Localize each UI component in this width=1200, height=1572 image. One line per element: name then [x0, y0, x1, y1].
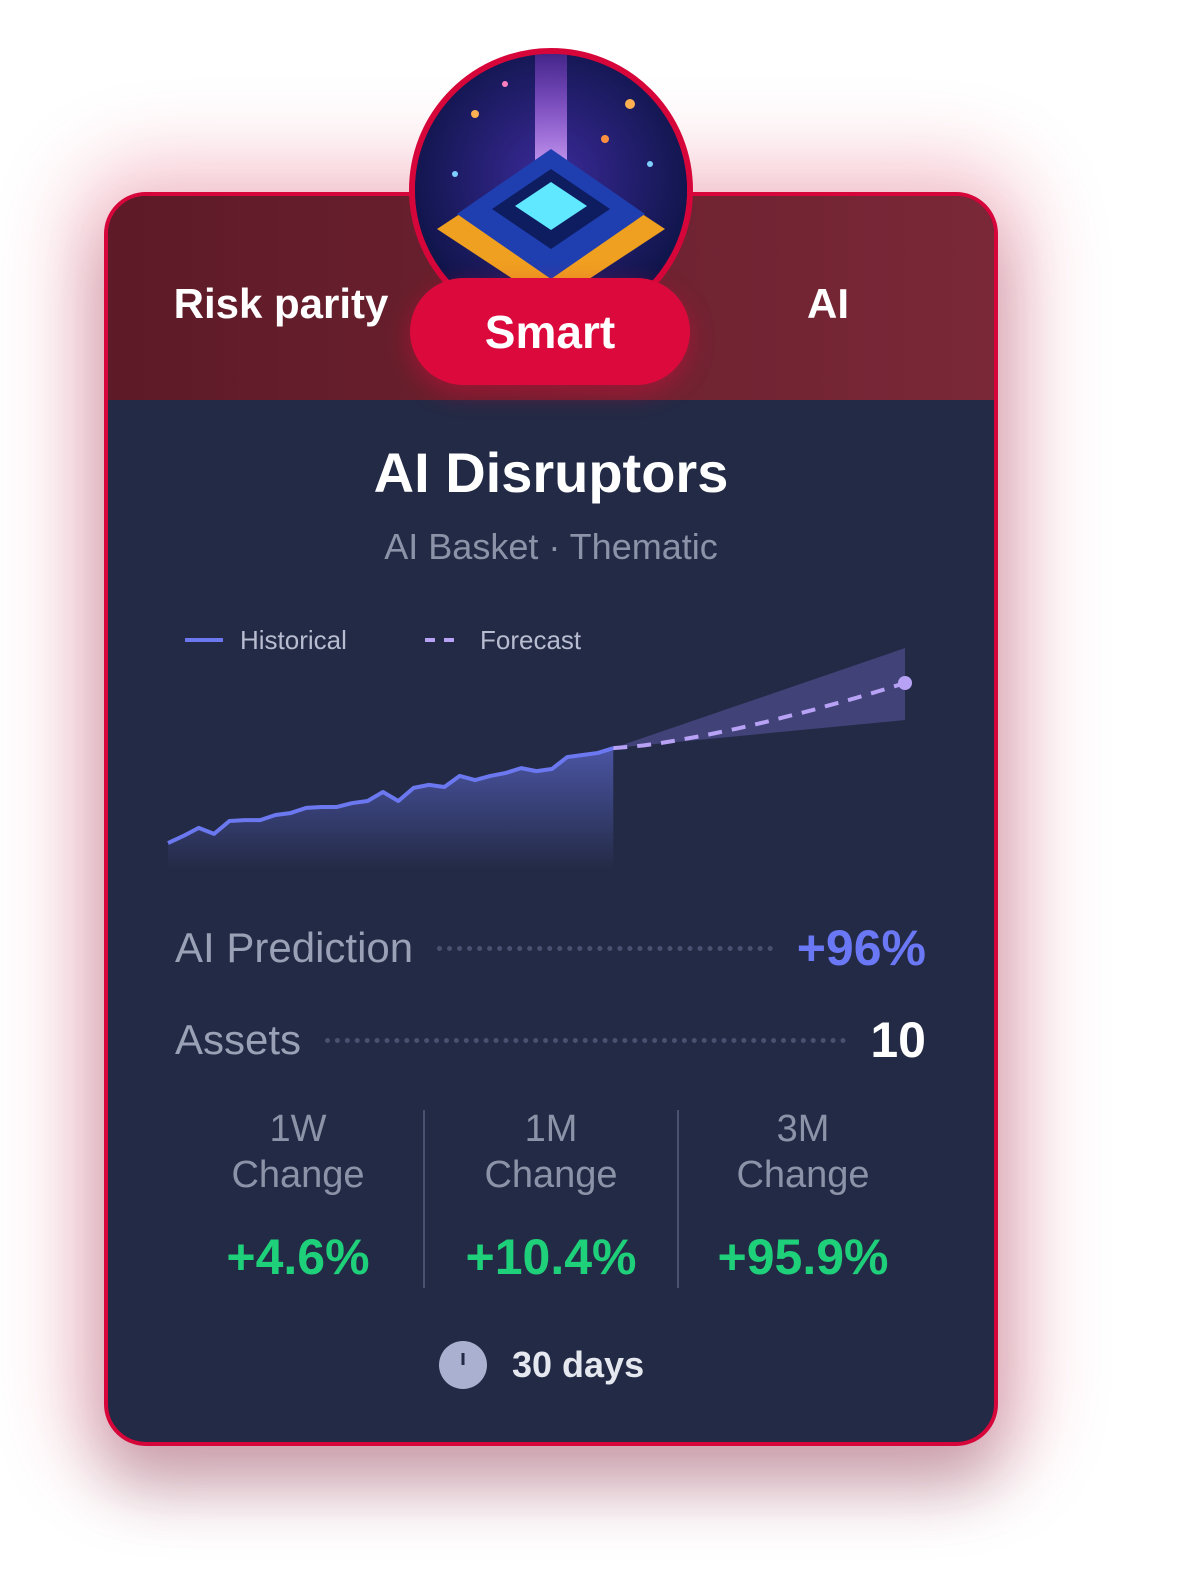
stat-row: Assets 10	[175, 1010, 926, 1070]
legend-label: Forecast	[480, 625, 582, 655]
avatar-art	[415, 54, 687, 326]
stat-row: AI Prediction +96%	[175, 918, 926, 978]
divider	[423, 1110, 425, 1288]
stat-value: +96%	[796, 920, 926, 976]
change-period: 1M	[524, 1108, 578, 1150]
stat-label: Assets	[175, 1016, 302, 1063]
area	[168, 748, 614, 870]
legend-label: Historical	[240, 625, 347, 655]
leader	[325, 1037, 847, 1043]
change-period: 1W	[269, 1108, 327, 1150]
change-value: +10.4%	[465, 1229, 637, 1285]
forecast-band	[613, 648, 905, 749]
stat-label: AI Prediction	[175, 924, 414, 971]
change-column: 3M Change +95.9%	[677, 1106, 929, 1286]
avatar	[409, 48, 693, 332]
tab-active[interactable]: Smart	[410, 278, 690, 385]
change-label: Change	[736, 1154, 870, 1196]
stat-value: 10	[870, 1012, 926, 1068]
change-label: Change	[484, 1154, 618, 1196]
change-value: +95.9%	[717, 1229, 889, 1285]
change-period: 3M	[776, 1108, 830, 1150]
end-point	[898, 676, 912, 691]
leader	[437, 945, 773, 951]
series-line	[167, 746, 614, 845]
tab[interactable]: AI	[807, 280, 849, 327]
chart: Historical Forecast	[167, 625, 912, 870]
change-label: Change	[231, 1154, 365, 1196]
change-value: +4.6%	[226, 1229, 370, 1285]
duration: 30 days	[512, 1344, 645, 1385]
change-column: 1W Change +4.6%	[172, 1106, 424, 1286]
clock-icon	[439, 1341, 487, 1389]
title: AI Disruptors	[373, 441, 729, 504]
series-line	[613, 681, 906, 751]
tab[interactable]: Risk parity	[173, 280, 389, 327]
subtitle: AI Basket · Thematic	[384, 526, 718, 567]
change-column: 1M Change +10.4%	[425, 1106, 677, 1286]
divider	[677, 1110, 679, 1288]
